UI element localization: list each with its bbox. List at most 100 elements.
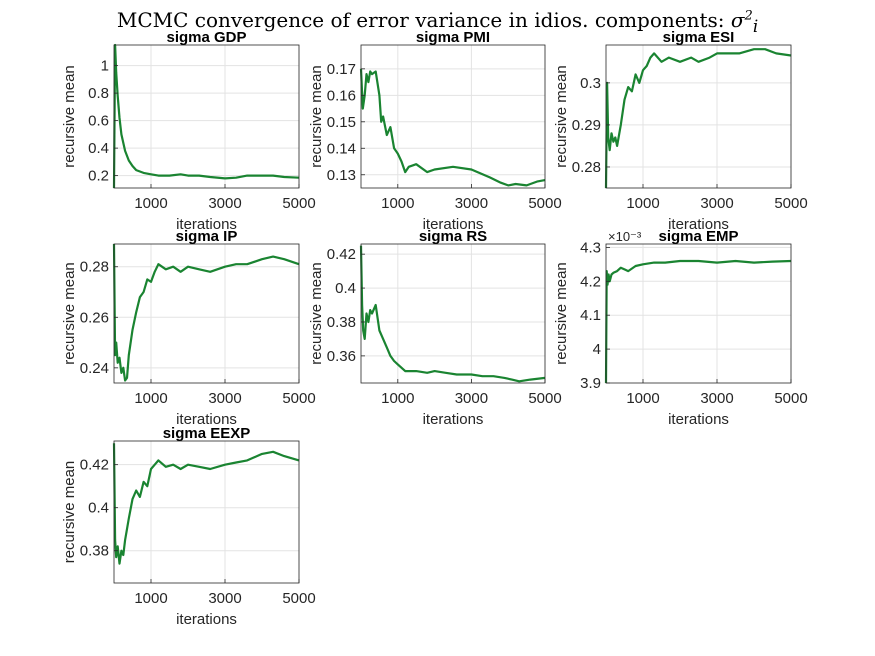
axes-box [605,243,792,384]
y-tick-label: 0.36 [327,348,356,365]
y-axis-label: recursive mean [308,262,325,365]
x-tick-label: 1000 [381,195,414,212]
y-tick-label: 0.42 [327,246,356,263]
x-tick-label: 1000 [626,195,659,212]
subplot-7: 1000 3000 5000 0.38 0.4 0.42 iterations recursi… [61,425,316,628]
subplot-3: 1000 3000 5000 0.28 0.29 0.3 iterations recursi… [553,29,808,233]
x-tick-label: 3000 [208,390,241,407]
x-tick-label: 1000 [134,590,167,607]
subplot-4: 1000 3000 5000 0.24 0.26 0.28 iterations recurs… [61,228,316,428]
plot-area [114,244,299,383]
x-tick-label: 1000 [381,390,414,407]
axes-box [360,243,546,384]
x-axis-label: iterations [176,611,237,628]
axes-box [113,44,300,189]
y-tick-label: 0.8 [88,85,109,102]
subplot-title: sigma RS [419,228,487,245]
x-axis-label: iterations [668,411,729,428]
series-line [112,443,300,565]
figure-title-symbol: σ2i [730,8,759,36]
axes-box [605,44,792,189]
y-tick-label: 4.2 [580,273,601,290]
y-tick-label: 0.13 [327,167,356,184]
y-tick-label: 0.3 [580,75,601,92]
subplot-title: sigma ESI [663,29,735,46]
series-line [112,243,300,382]
series-line [112,43,300,189]
y-tick-label: 0.17 [327,61,356,78]
x-tick-label: 1000 [134,390,167,407]
y-axis-label: recursive mean [61,262,78,365]
x-axis-label: iterations [176,216,237,233]
y-tick-label: 4 [593,341,601,358]
plot-area [114,441,299,583]
plot-area [114,45,299,188]
y-tick-label: 0.4 [335,280,356,297]
plot-area [606,244,791,383]
axes-box [360,44,546,189]
y-tick-label: 0.16 [327,87,356,104]
series-line [359,245,546,383]
y-tick-label: 0.6 [88,113,109,130]
y-tick-label: 0.26 [80,309,109,326]
x-tick-label: 3000 [455,195,488,212]
subplot-title: sigma EMP [658,228,738,245]
subplot-title: sigma PMI [416,29,490,46]
y-axis-label: recursive mean [61,461,78,564]
x-tick-label: 5000 [282,195,315,212]
series-line [604,48,792,189]
y-axis-label: recursive mean [308,65,325,168]
y-tick-label: 0.28 [572,159,601,176]
y-tick-label: 4.3 [580,239,601,256]
subplot-title: sigma EEXP [163,425,251,442]
x-tick-label: 5000 [528,195,561,212]
axes-box [113,243,300,384]
y-tick-label: 0.4 [88,140,109,157]
x-tick-label: 3000 [455,390,488,407]
x-tick-label: 3000 [208,590,241,607]
x-tick-label: 3000 [208,195,241,212]
y-tick-label: 1 [101,58,109,75]
y-tick-label: 0.28 [80,259,109,276]
series-line [359,68,546,187]
subplot-5: 1000 3000 5000 0.36 0.38 0.4 0.42 iterations rec… [308,228,562,428]
y-tick-label: 0.2 [88,168,109,185]
subplot-title: sigma IP [176,228,238,245]
subplot-2: 1000 3000 5000 0.13 0.14 0.15 0.16 0.17 iteratio… [308,29,562,233]
series-line [604,259,792,384]
x-tick-label: 5000 [282,390,315,407]
y-exponent-label: ×10⁻³ [608,229,642,244]
y-tick-label: 0.38 [327,314,356,331]
y-tick-label: 0.29 [572,117,601,134]
y-axis-label: recursive mean [553,262,570,365]
x-tick-label: 3000 [700,390,733,407]
plot-area [606,45,791,188]
x-tick-label: 1000 [626,390,659,407]
x-axis-label: iterations [176,411,237,428]
subplot-1: 1000 3000 5000 0.2 0.4 0.6 0.8 1 iterations recur… [61,29,316,233]
x-tick-label: 5000 [282,590,315,607]
figure-title: MCMC convergence of error variance in id… [0,8,875,36]
x-axis-label: iterations [668,216,729,233]
subplot-6: 1000 3000 5000 3.9 4 4.1 4.2 4.3 ×10⁻³ iterations… [553,228,808,428]
subplot-title: sigma GDP [166,29,246,46]
figure-title-text: MCMC convergence of error variance in id… [116,8,725,32]
y-tick-label: 0.15 [327,114,356,131]
y-tick-label: 0.24 [80,360,109,377]
x-tick-label: 3000 [700,195,733,212]
x-axis-label: iterations [423,216,484,233]
y-tick-label: 3.9 [580,375,601,392]
x-tick-label: 5000 [528,390,561,407]
y-tick-label: 0.14 [327,140,356,157]
x-tick-label: 1000 [134,195,167,212]
y-tick-label: 4.1 [580,307,601,324]
x-axis-label: iterations [423,411,484,428]
y-axis-label: recursive mean [553,65,570,168]
y-tick-label: 0.4 [88,500,109,517]
y-tick-label: 0.38 [80,543,109,560]
y-tick-label: 0.42 [80,457,109,474]
x-tick-label: 5000 [774,195,807,212]
axes-box [113,440,300,584]
